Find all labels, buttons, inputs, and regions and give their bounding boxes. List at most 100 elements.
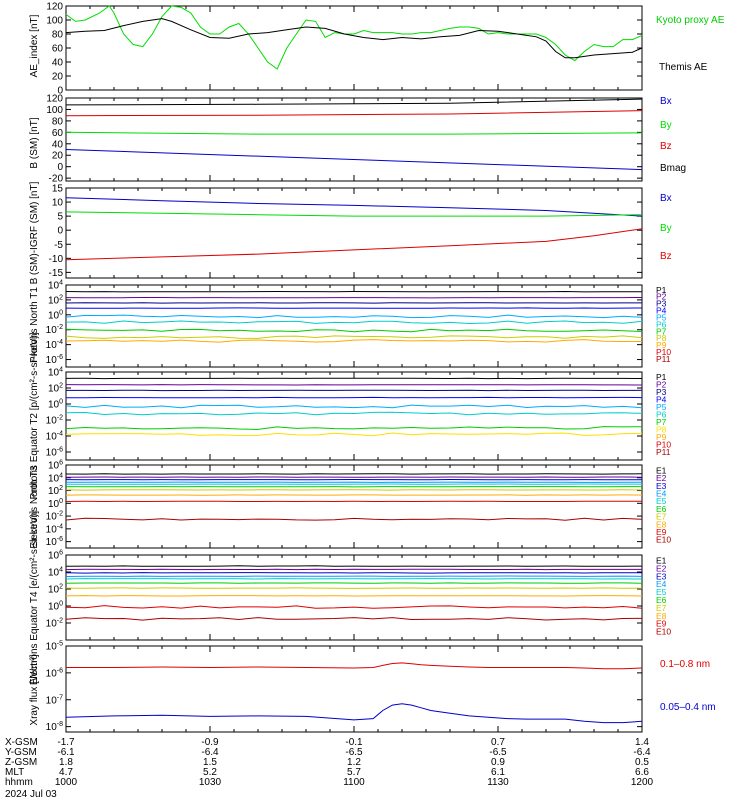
y-tick-exponent: 0 [59, 309, 63, 316]
y-tick-label: 10-6 [46, 447, 63, 459]
ephemeris-value: -6.4 [201, 747, 219, 758]
channel-line-e4 [65, 575, 643, 577]
channel-label-e3: E3 [656, 481, 667, 491]
y-tick-label: 10-6 [46, 536, 63, 548]
series-line-themis-ae [65, 18, 643, 59]
y-tick-exponent: 6 [59, 460, 63, 467]
legend-bmag: Bmag [660, 163, 686, 174]
y-tick-label: 104 [48, 280, 63, 292]
channel-label-p11: P11 [656, 447, 671, 457]
series-line-kyoto-proxy-ae [65, 5, 643, 70]
ephemeris-value: 0.5 [635, 757, 649, 768]
y-tick-label: 100 [48, 601, 63, 613]
channel-label-p5: P5 [656, 313, 667, 323]
ephemeris-value: 1.5 [203, 757, 217, 768]
ephemeris-value: 1100 [343, 777, 365, 788]
ylabel-protons-equator: Protons Equator T2 [p/(cm²-s-sr-keV)] [29, 332, 40, 499]
channel-label-e5: E5 [656, 587, 667, 597]
y-tick-label: 0 [57, 162, 63, 173]
channel-label-e1: E1 [656, 465, 667, 475]
channel-label-p10: P10 [656, 347, 671, 357]
channel-line-e3 [65, 572, 642, 574]
channel-label-e6: E6 [656, 504, 667, 514]
legend-xray: 0.1–0.8 nm 0.05–0.4 nm [660, 659, 716, 713]
channel-label-p10: P10 [656, 439, 671, 449]
panel-8: 10-5 10-6 10-7 10-8 [46, 641, 643, 733]
y-tick-label: 10-8 [46, 721, 63, 733]
ephemeris-value: 1130 [487, 777, 509, 788]
channel-label-e10: E10 [656, 627, 671, 637]
y-tick-exponent: 6 [59, 550, 63, 557]
series-line-by [65, 131, 643, 135]
y-tick-exponent: -4 [57, 431, 63, 438]
series-line-bx [65, 197, 643, 217]
channel-label-e4: E4 [656, 489, 667, 499]
ephemeris-value: 1.2 [347, 757, 361, 768]
legend-bx: Bx [660, 193, 672, 204]
y-tick-label: 40 [52, 58, 64, 69]
ephemeris-label-x-gsm: X-GSM [5, 737, 38, 748]
ephemeris-value: 1.4 [635, 737, 649, 748]
ephemeris-value: 1.8 [59, 757, 73, 768]
ephemeris-value: 4.7 [59, 767, 73, 778]
y-tick-label: 0 [57, 86, 63, 97]
channel-label-p4: P4 [656, 306, 667, 316]
ephemeris-value: -6.5 [345, 747, 363, 758]
y-tick-label: 5 [57, 212, 63, 223]
y-tick-label: 100 [46, 16, 63, 27]
channel-label-e5: E5 [656, 496, 667, 506]
y-tick-exponent: -4 [57, 339, 63, 346]
channel-label-p5: P5 [656, 402, 667, 412]
y-tick-label: 104 [48, 567, 63, 579]
y-tick-label: 10-4 [46, 339, 63, 351]
y-tick-label: 120 [46, 94, 63, 105]
y-tick-exponent: 4 [59, 367, 63, 374]
channel-line-p6 [65, 320, 643, 325]
y-tick-label: 60 [52, 128, 64, 139]
y-tick-label: 10-5 [46, 641, 63, 653]
y-tick-exponent: 2 [59, 383, 63, 390]
series-line-0-05-0-4-nm [65, 703, 643, 724]
channel-line-p7 [65, 426, 643, 430]
ephemeris-label-y-gsm: Y-GSM [5, 747, 37, 758]
channel-label-e6: E6 [656, 595, 667, 605]
channel-label-p7: P7 [656, 417, 667, 427]
channel-label-e1: E1 [656, 556, 667, 566]
y-tick-exponent: -6 [57, 667, 63, 674]
date-label: 2024 Jul 03 [5, 789, 57, 800]
series-line-bx [65, 149, 643, 171]
channel-line-p6 [65, 411, 643, 416]
ephemeris-value: -6.4 [633, 747, 651, 758]
ephemeris-label-z-gsm: Z-GSM [5, 757, 37, 768]
y-tick-exponent: 0 [59, 601, 63, 608]
y-tick-label: 102 [48, 294, 63, 306]
series-line-bz [65, 110, 643, 117]
channel-label-p6: P6 [656, 410, 667, 420]
y-tick-label: 102 [48, 383, 63, 395]
channel-line-p8 [65, 432, 643, 437]
y-tick-label: 104 [48, 472, 63, 484]
y-tick-exponent: -8 [57, 721, 63, 728]
panel-frame [65, 187, 643, 279]
ephemeris-value: 0.9 [491, 757, 505, 768]
ylabel-xray-flux: Xray flux [W/m²] [29, 654, 40, 725]
y-tick-label: 10 [52, 198, 64, 209]
y-tick-label: 10-6 [46, 667, 63, 679]
y-axis-labels: AE_index [nT] B (SM) [nT] B (SM)-IGRF (S… [29, 14, 40, 725]
y-tick-exponent: -2 [57, 511, 63, 518]
y-tick-label: 106 [48, 550, 63, 562]
y-tick-exponent: 2 [59, 485, 63, 492]
channel-label-p8: P8 [656, 333, 667, 343]
y-tick-label: 10-6 [46, 354, 63, 366]
channel-label-p4: P4 [656, 395, 667, 405]
channel-label-p2: P2 [656, 380, 667, 390]
ylabel-electrons-north: Electrons North T3 [29, 465, 40, 549]
y-tick-exponent: -6 [57, 354, 63, 361]
y-tick-label: 100 [46, 105, 63, 116]
channel-label-e7: E7 [656, 603, 667, 613]
y-tick-exponent: -4 [57, 523, 63, 530]
y-tick-label: 100 [48, 498, 63, 510]
legend-kyoto-proxy-ae: Kyoto proxy AE [656, 15, 725, 26]
